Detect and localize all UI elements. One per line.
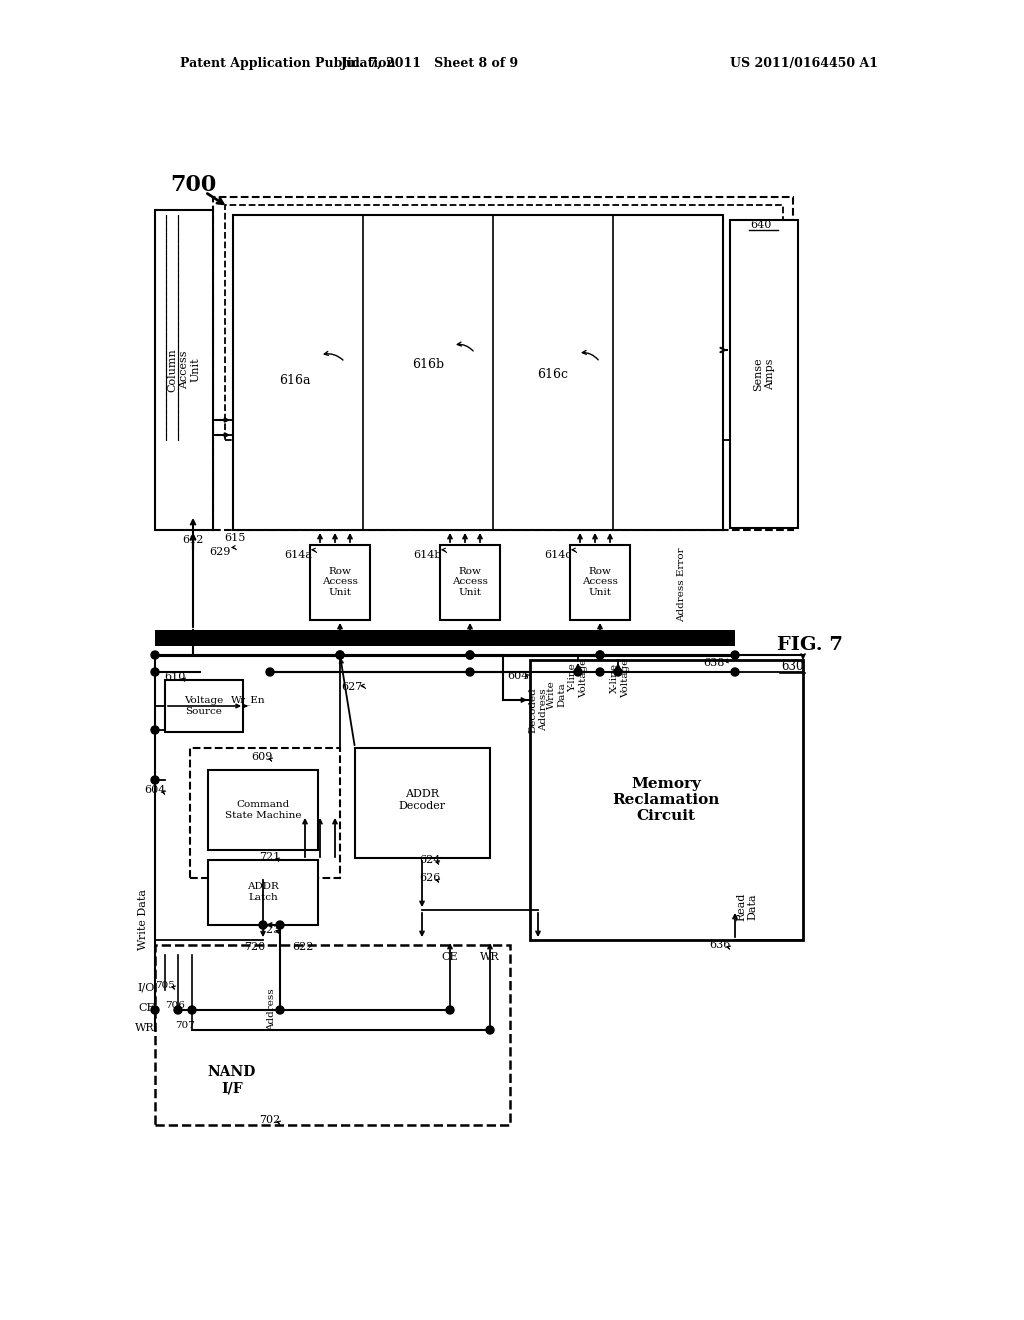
Circle shape [574, 668, 582, 676]
Circle shape [188, 1006, 196, 1014]
Circle shape [446, 1006, 454, 1014]
Circle shape [596, 651, 604, 659]
Text: 638: 638 [703, 657, 725, 668]
Text: WR: WR [135, 1023, 155, 1034]
Circle shape [614, 668, 622, 676]
Text: Address: Address [267, 989, 276, 1031]
Circle shape [151, 668, 159, 676]
Text: 640: 640 [751, 220, 772, 230]
Text: 626: 626 [419, 873, 440, 883]
Text: CE: CE [441, 952, 459, 962]
Bar [155, 210, 213, 531]
Circle shape [466, 651, 474, 659]
Circle shape [151, 776, 159, 784]
Text: 721: 721 [259, 851, 281, 862]
Text: Address Error: Address Error [678, 548, 686, 622]
Text: 630: 630 [780, 660, 803, 673]
Text: Voltage
Source: Voltage Source [184, 697, 223, 715]
Bar [233, 215, 723, 531]
Bar [225, 205, 783, 440]
Text: Decoded
Address: Decoded Address [528, 688, 548, 733]
Bar [155, 945, 510, 1125]
Text: 604: 604 [507, 671, 528, 681]
Circle shape [466, 651, 474, 659]
Text: Read
Data: Read Data [736, 892, 758, 921]
Circle shape [731, 651, 739, 659]
Text: X-line
Voltage: X-line Voltage [610, 659, 630, 698]
Text: 614c: 614c [544, 550, 571, 560]
Text: Write
Data: Write Data [547, 681, 566, 709]
Circle shape [266, 668, 274, 676]
Text: Command
State Machine: Command State Machine [224, 800, 301, 820]
Text: 616a: 616a [280, 374, 310, 387]
Circle shape [276, 921, 284, 929]
Circle shape [151, 1006, 159, 1014]
Text: 707: 707 [175, 1020, 195, 1030]
Text: 636: 636 [710, 940, 731, 950]
Text: US 2011/0164450 A1: US 2011/0164450 A1 [730, 57, 878, 70]
Bar [730, 220, 798, 528]
Text: NAND
I/F: NAND I/F [208, 1065, 256, 1096]
Text: 614b: 614b [414, 550, 442, 560]
Bar [165, 680, 243, 733]
Text: 700: 700 [170, 174, 216, 195]
Text: WR: WR [480, 952, 500, 962]
Circle shape [336, 651, 344, 659]
Text: Patent Application Publication: Patent Application Publication [180, 57, 395, 70]
Text: 720: 720 [245, 942, 265, 952]
Text: Write Data: Write Data [138, 890, 148, 950]
Bar [530, 660, 803, 940]
Text: I/O: I/O [137, 983, 155, 993]
Text: ADDR
Latch: ADDR Latch [247, 882, 279, 902]
Text: 705: 705 [155, 981, 175, 990]
Text: 615: 615 [224, 533, 246, 543]
Text: 702: 702 [259, 1115, 281, 1125]
Text: Memory
Reclamation
Circuit: Memory Reclamation Circuit [612, 776, 720, 824]
Text: 610: 610 [164, 672, 185, 682]
Text: CE: CE [138, 1003, 155, 1012]
Text: 604: 604 [144, 785, 166, 795]
Text: Column
Access
Unit: Column Access Unit [167, 348, 201, 392]
Text: 612: 612 [182, 535, 204, 545]
Text: 706: 706 [165, 1001, 185, 1010]
Circle shape [486, 1026, 494, 1034]
Bar [570, 545, 630, 620]
Circle shape [596, 668, 604, 676]
Bar [190, 748, 340, 878]
Bar [208, 861, 318, 925]
Circle shape [276, 1006, 284, 1014]
Text: ADDR
Decoder: ADDR Decoder [398, 789, 445, 810]
Bar [208, 770, 318, 850]
Text: Row
Access
Unit: Row Access Unit [452, 568, 488, 597]
Circle shape [151, 651, 159, 659]
Bar [355, 748, 490, 858]
Circle shape [151, 726, 159, 734]
Text: 622: 622 [292, 942, 313, 952]
Bar [440, 545, 500, 620]
Text: 614a: 614a [284, 550, 312, 560]
Circle shape [596, 651, 604, 659]
Bar [213, 197, 793, 531]
Text: Wr_En: Wr_En [230, 696, 265, 705]
Circle shape [731, 668, 739, 676]
Text: Jul. 7, 2011   Sheet 8 of 9: Jul. 7, 2011 Sheet 8 of 9 [341, 57, 519, 70]
Text: FIG. 7: FIG. 7 [777, 636, 843, 653]
Text: Row
Access
Unit: Row Access Unit [323, 568, 358, 597]
Text: 624: 624 [419, 855, 440, 865]
Bar [310, 545, 370, 620]
Text: 609: 609 [251, 752, 272, 762]
Circle shape [336, 651, 344, 659]
Circle shape [259, 921, 267, 929]
Text: 616b: 616b [412, 359, 444, 371]
Text: 723: 723 [259, 925, 281, 935]
Text: Row
Access
Unit: Row Access Unit [582, 568, 617, 597]
Text: Sense
Amps: Sense Amps [754, 358, 775, 391]
Text: 629: 629 [209, 546, 230, 557]
Text: 616c: 616c [538, 368, 568, 381]
Circle shape [174, 1006, 182, 1014]
Text: 627: 627 [341, 682, 362, 692]
Bar [155, 630, 735, 645]
Text: Y-line
Voltage: Y-line Voltage [568, 659, 588, 698]
Circle shape [466, 668, 474, 676]
